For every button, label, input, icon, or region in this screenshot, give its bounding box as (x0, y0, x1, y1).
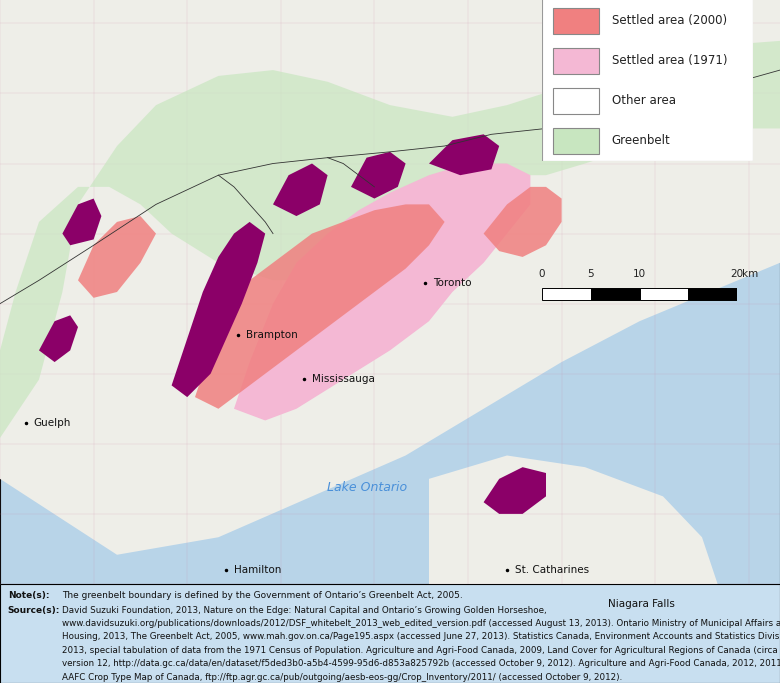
Text: Guelph: Guelph (34, 419, 71, 428)
Bar (552, 8, 599, 34)
Text: Other area: Other area (612, 94, 675, 107)
Polygon shape (351, 152, 406, 199)
Text: Toronto: Toronto (433, 279, 471, 288)
Text: 10: 10 (633, 269, 646, 279)
Polygon shape (195, 204, 445, 408)
Bar (688, 288, 737, 300)
Text: version 12, http://data.gc.ca/data/en/dataset/f5ded3b0-a5b4-4599-95d6-d853a82579: version 12, http://data.gc.ca/data/en/da… (62, 659, 780, 668)
Bar (552, 128, 599, 154)
Text: Mississauga: Mississauga (312, 374, 375, 384)
Polygon shape (273, 163, 328, 216)
Polygon shape (484, 187, 562, 257)
Text: km: km (742, 269, 758, 279)
Text: Hamilton: Hamilton (234, 566, 282, 575)
Text: 20: 20 (731, 269, 743, 279)
Polygon shape (624, 58, 686, 105)
Polygon shape (39, 316, 78, 362)
Text: Note(s):: Note(s): (8, 591, 49, 600)
Text: 0: 0 (539, 269, 545, 279)
Text: www.davidsuzuki.org/publications/downloads/2012/DSF_whitebelt_2013_web_edited_ve: www.davidsuzuki.org/publications/downloa… (62, 619, 780, 628)
Polygon shape (234, 163, 530, 421)
Polygon shape (562, 87, 616, 128)
Polygon shape (78, 216, 156, 298)
Text: The greenbelt boundary is defined by the Government of Ontario’s Greenbelt Act, : The greenbelt boundary is defined by the… (62, 591, 463, 600)
Text: Oshawa: Oshawa (659, 74, 700, 83)
Text: Lake Ontario: Lake Ontario (327, 481, 406, 494)
Polygon shape (0, 41, 780, 438)
Polygon shape (429, 135, 499, 175)
Text: Source(s):: Source(s): (8, 606, 60, 615)
Bar (640, 288, 688, 300)
Text: Housing, 2013, The Greenbelt Act, 2005, www.mah.gov.on.ca/Page195.aspx (accessed: Housing, 2013, The Greenbelt Act, 2005, … (62, 632, 780, 641)
Polygon shape (172, 222, 265, 397)
Polygon shape (484, 467, 546, 514)
Text: AAFC Crop Type Map of Canada, ftp://ftp.agr.gc.ca/pub/outgoing/aesb-eos-gg/Crop_: AAFC Crop Type Map of Canada, ftp://ftp.… (62, 673, 622, 682)
Polygon shape (0, 0, 780, 555)
Text: David Suzuki Foundation, 2013, Nature on the Edge: Natural Capital and Ontario’s: David Suzuki Foundation, 2013, Nature on… (62, 606, 547, 615)
Polygon shape (429, 456, 718, 584)
Polygon shape (62, 199, 101, 245)
Text: 5: 5 (587, 269, 594, 279)
Bar (552, 48, 599, 74)
Bar (542, 288, 590, 300)
Bar (590, 288, 640, 300)
Text: Greenbelt: Greenbelt (612, 133, 670, 147)
Text: Settled area (1971): Settled area (1971) (612, 53, 727, 67)
Bar (552, 88, 599, 114)
Text: 2013, special tabulation of data from the 1971 Census of Population. Agriculture: 2013, special tabulation of data from th… (62, 646, 780, 655)
Text: Settled area (2000): Settled area (2000) (612, 14, 727, 27)
Polygon shape (569, 70, 686, 123)
Text: St. Catharines: St. Catharines (515, 566, 589, 575)
Text: Brampton: Brampton (246, 330, 297, 339)
Text: Niagara Falls: Niagara Falls (608, 600, 675, 609)
